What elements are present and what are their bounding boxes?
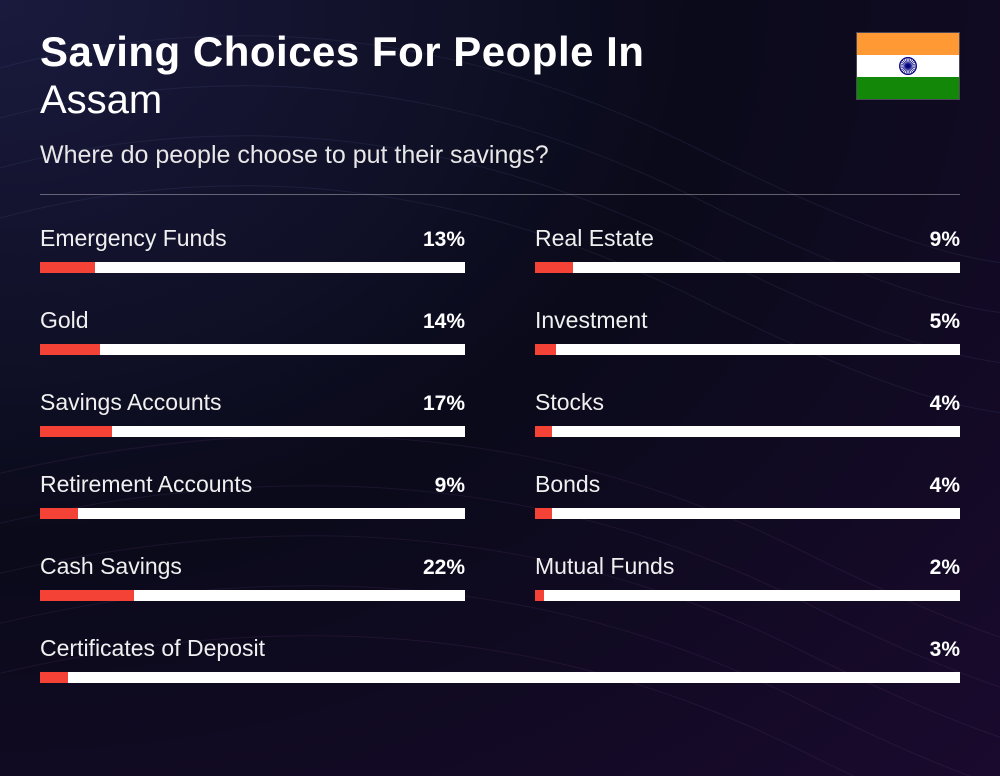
title-line2: Assam — [40, 78, 960, 123]
bar-item-label: Bonds — [535, 471, 600, 498]
bar — [535, 508, 960, 519]
bar-track — [40, 344, 465, 355]
bar-item-label: Certificates of Deposit — [40, 635, 265, 662]
bar-item: Real Estate 9% — [535, 225, 960, 273]
bar-item-value: 4% — [930, 474, 960, 498]
flag-stripe-white — [857, 55, 959, 77]
bar-fill — [40, 262, 95, 273]
bar-track — [535, 344, 960, 355]
bar-item: Mutual Funds 2% — [535, 553, 960, 601]
bar-item-head: Bonds 4% — [535, 471, 960, 498]
bar-track — [535, 508, 960, 519]
bar-fill — [535, 262, 573, 273]
flag-stripe-green — [857, 77, 959, 99]
bar — [40, 262, 465, 273]
bar-fill — [40, 426, 112, 437]
bar-item-value: 9% — [435, 474, 465, 498]
bar-item: Retirement Accounts 9% — [40, 471, 465, 519]
bar-item-head: Investment 5% — [535, 307, 960, 334]
bar-item: Gold 14% — [40, 307, 465, 355]
bar — [40, 344, 465, 355]
bar-item-value: 4% — [930, 392, 960, 416]
flag-stripe-saffron — [857, 33, 959, 55]
bar-item: Investment 5% — [535, 307, 960, 355]
bar-track — [535, 590, 960, 601]
bar-track — [40, 672, 960, 683]
bar-item-value: 3% — [930, 638, 960, 662]
bar-fill — [535, 426, 552, 437]
bar-item-label: Cash Savings — [40, 553, 182, 580]
bars-grid: Emergency Funds 13% Real Estate 9% Gold 14% In… — [40, 225, 960, 683]
bar-item-label: Investment — [535, 307, 648, 334]
bar-fill — [40, 508, 78, 519]
bar-fill — [40, 672, 68, 683]
bar-fill — [535, 590, 544, 601]
bar-item-head: Retirement Accounts 9% — [40, 471, 465, 498]
bar-item-value: 14% — [423, 310, 465, 334]
bar-item-label: Real Estate — [535, 225, 654, 252]
bar-item-value: 13% — [423, 228, 465, 252]
title-line1: Saving Choices For People In — [40, 28, 960, 76]
bar-item-label: Retirement Accounts — [40, 471, 252, 498]
bar-item: Stocks 4% — [535, 389, 960, 437]
bar-item-head: Stocks 4% — [535, 389, 960, 416]
bar — [535, 590, 960, 601]
bar-fill — [40, 590, 134, 601]
bar — [40, 426, 465, 437]
bar-item-value: 2% — [930, 556, 960, 580]
bar-item-label: Emergency Funds — [40, 225, 227, 252]
india-flag-icon — [856, 32, 960, 100]
bar — [535, 426, 960, 437]
divider — [40, 194, 960, 195]
bar-track — [535, 426, 960, 437]
bar — [40, 508, 465, 519]
bar-item: Bonds 4% — [535, 471, 960, 519]
infographic-container: Saving Choices For People In Assam Where… — [0, 0, 1000, 711]
bar — [535, 262, 960, 273]
bar — [40, 590, 465, 601]
bar-item-label: Gold — [40, 307, 89, 334]
bar-item-label: Mutual Funds — [535, 553, 674, 580]
bar-item: Certificates of Deposit 3% — [40, 635, 960, 683]
bar-item-value: 17% — [423, 392, 465, 416]
header: Saving Choices For People In Assam Where… — [40, 28, 960, 170]
bar-fill — [535, 508, 552, 519]
bar-item-label: Savings Accounts — [40, 389, 222, 416]
bar-track — [40, 508, 465, 519]
bar-track — [535, 262, 960, 273]
bar-item-head: Savings Accounts 17% — [40, 389, 465, 416]
bar-item-head: Cash Savings 22% — [40, 553, 465, 580]
bar-item-head: Real Estate 9% — [535, 225, 960, 252]
bar-item-head: Mutual Funds 2% — [535, 553, 960, 580]
ashoka-chakra-icon — [898, 56, 918, 76]
bar-item: Cash Savings 22% — [40, 553, 465, 601]
bar-item-value: 5% — [930, 310, 960, 334]
bar — [40, 672, 960, 683]
bar-item: Emergency Funds 13% — [40, 225, 465, 273]
bar-item-head: Gold 14% — [40, 307, 465, 334]
bar-item-label: Stocks — [535, 389, 604, 416]
subtitle: Where do people choose to put their savi… — [40, 141, 960, 170]
bar-fill — [535, 344, 556, 355]
bar-item-head: Emergency Funds 13% — [40, 225, 465, 252]
bar-fill — [40, 344, 100, 355]
bar-item: Savings Accounts 17% — [40, 389, 465, 437]
bar — [535, 344, 960, 355]
bar-item-value: 9% — [930, 228, 960, 252]
bar-item-head: Certificates of Deposit 3% — [40, 635, 960, 662]
bar-item-value: 22% — [423, 556, 465, 580]
bar-track — [40, 262, 465, 273]
